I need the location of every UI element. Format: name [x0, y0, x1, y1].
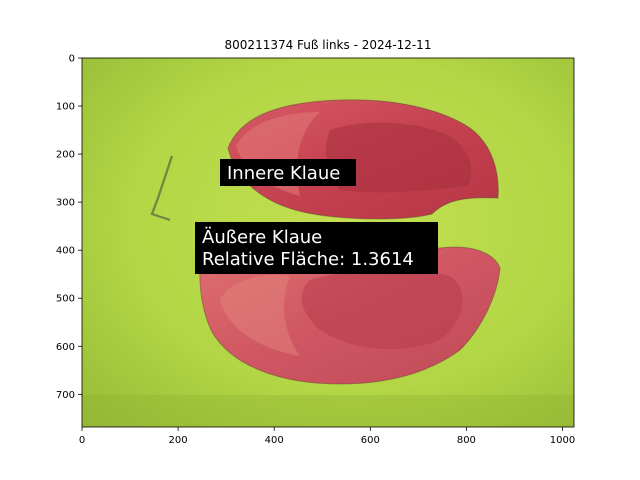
annotation-inner-claw: Innere Klaue [220, 159, 356, 186]
x-tick-label: 800 [457, 435, 476, 446]
x-tick-label: 400 [265, 435, 284, 446]
annotation-inner-box [220, 159, 356, 186]
annotation-outer-claw: Äußere Klaue Relative Fläche: 1.3614 [195, 222, 438, 274]
y-tick-label: 500 [56, 294, 75, 305]
axes-frame [81, 57, 575, 428]
y-tick-label: 200 [56, 150, 75, 161]
y-tick-label: 700 [56, 390, 75, 401]
pen-mark [150, 155, 174, 222]
y-tick-label: 300 [56, 198, 75, 209]
annotation-outer-title: Äußere Klaue [202, 227, 322, 248]
x-tick-label: 200 [169, 435, 188, 446]
chart-title: 800211374 Fuß links - 2024-12-11 [225, 38, 432, 52]
y-tick-label: 0 [69, 54, 75, 65]
annotation-outer-area: Relative Fläche: 1.3614 [202, 249, 414, 270]
y-axis: 0 100 200 300 400 500 600 700 [56, 54, 82, 401]
y-tick-label: 100 [56, 102, 75, 113]
y-tick-label: 400 [56, 246, 75, 257]
x-tick-label: 600 [361, 435, 380, 446]
x-axis: 0 200 400 600 800 1000 [79, 427, 575, 446]
photo-area [82, 58, 574, 427]
y-tick-label: 600 [56, 342, 75, 353]
annotation-outer-box [195, 222, 438, 274]
x-tick-label: 1000 [550, 435, 575, 446]
x-tick-label: 0 [79, 435, 85, 446]
annotation-inner-text: Innere Klaue [227, 163, 340, 184]
